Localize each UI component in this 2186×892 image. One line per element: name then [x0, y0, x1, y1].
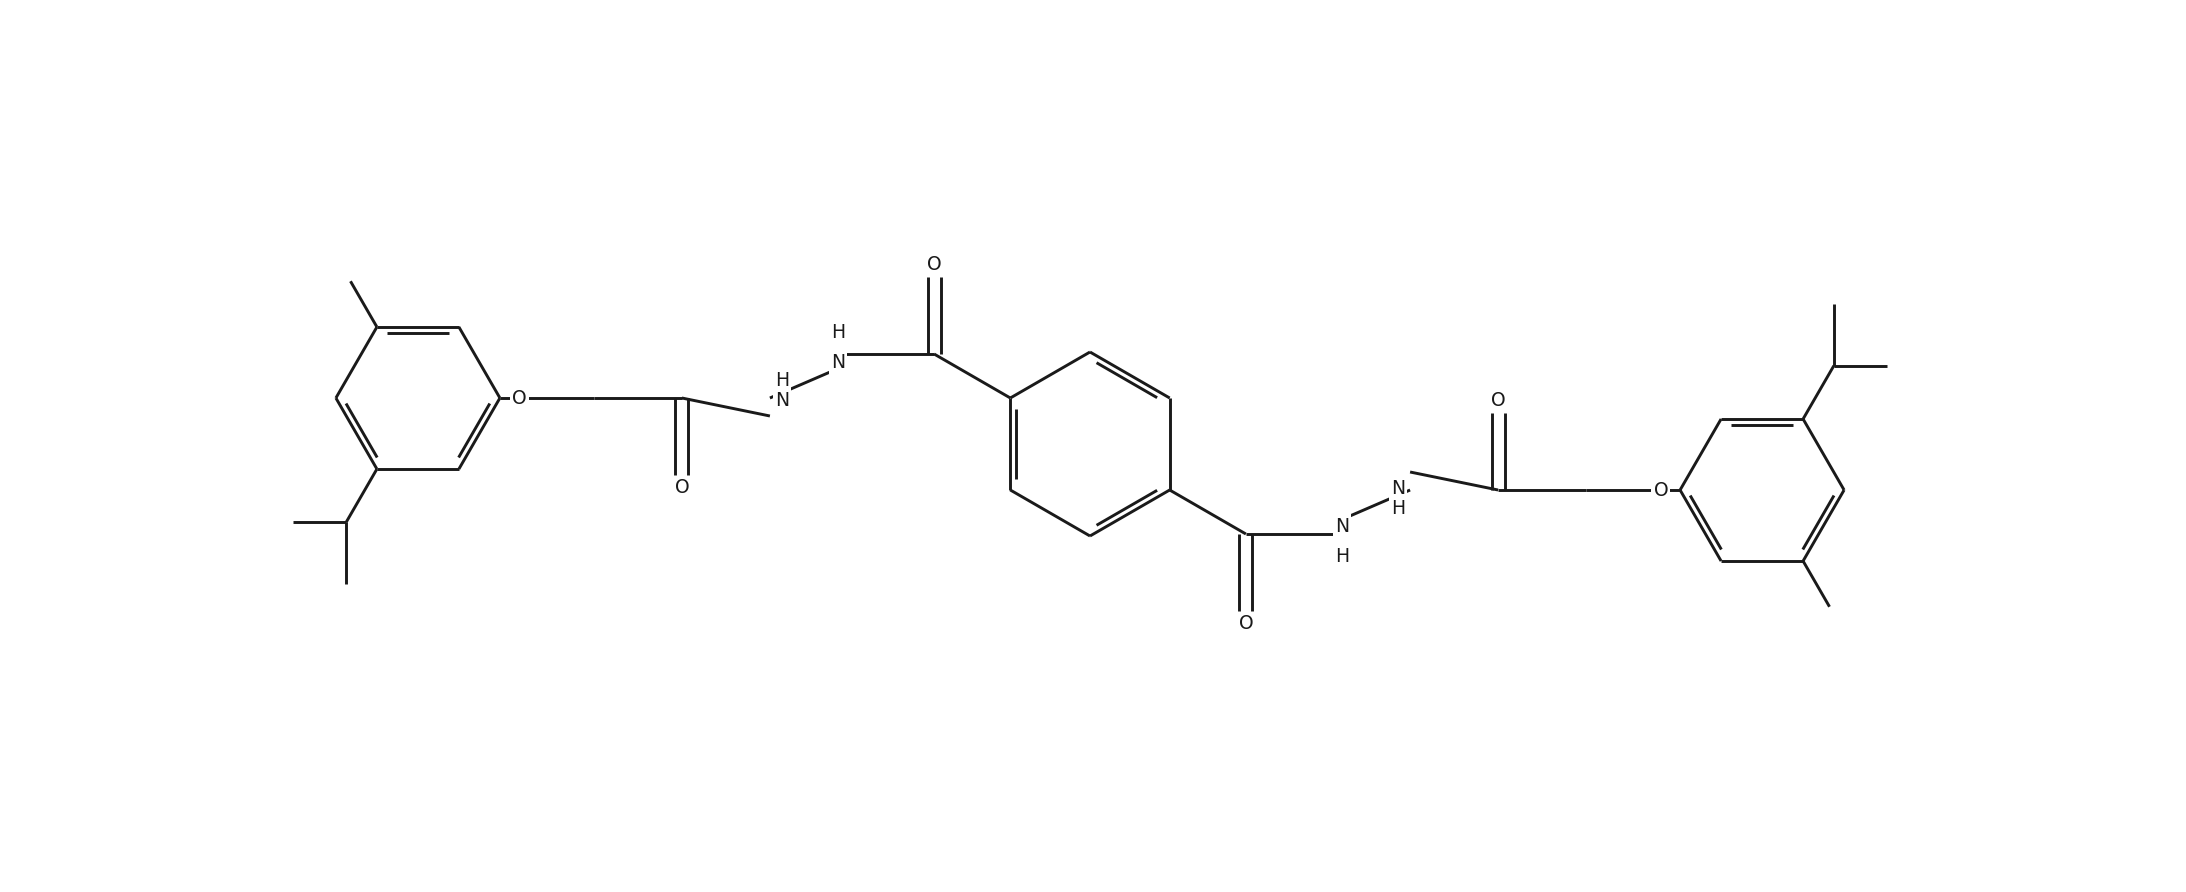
Text: N: N	[774, 391, 789, 409]
Text: O: O	[675, 478, 689, 497]
Text: H: H	[774, 370, 789, 390]
Text: N: N	[831, 352, 846, 371]
Text: H: H	[1336, 547, 1349, 566]
Text: N: N	[1336, 516, 1349, 535]
Text: H: H	[831, 323, 846, 342]
Text: O: O	[512, 389, 527, 408]
Text: O: O	[1653, 481, 1668, 500]
Text: O: O	[1239, 614, 1253, 633]
Text: O: O	[927, 255, 942, 274]
Text: O: O	[1491, 391, 1506, 410]
Text: N: N	[1390, 478, 1406, 498]
Text: H: H	[1390, 499, 1406, 517]
